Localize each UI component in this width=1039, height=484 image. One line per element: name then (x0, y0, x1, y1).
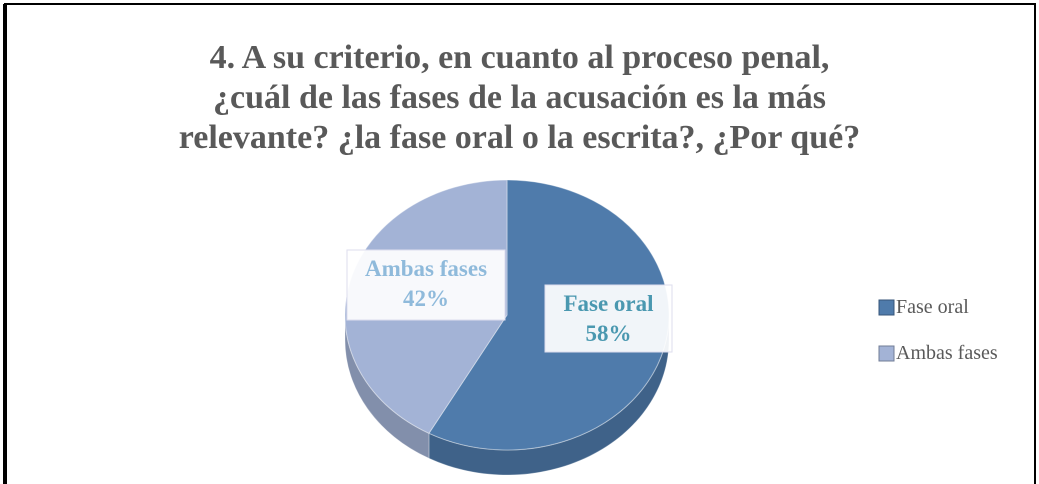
legend-label: Fase oral (896, 296, 969, 318)
chart-title: 4. A su criterio, en cuanto al proceso p… (178, 39, 861, 156)
data-label-category: Fase oral (563, 291, 653, 316)
legend-swatch (878, 345, 895, 362)
data-label-value: 42% (403, 286, 449, 311)
legend-label: Ambas fases (896, 342, 998, 364)
data-label-box (346, 249, 506, 321)
data-label-category: Ambas fases (365, 256, 487, 281)
data-label-value: 58% (586, 321, 632, 346)
data-label-box (544, 284, 673, 353)
legend-swatch (878, 299, 895, 316)
